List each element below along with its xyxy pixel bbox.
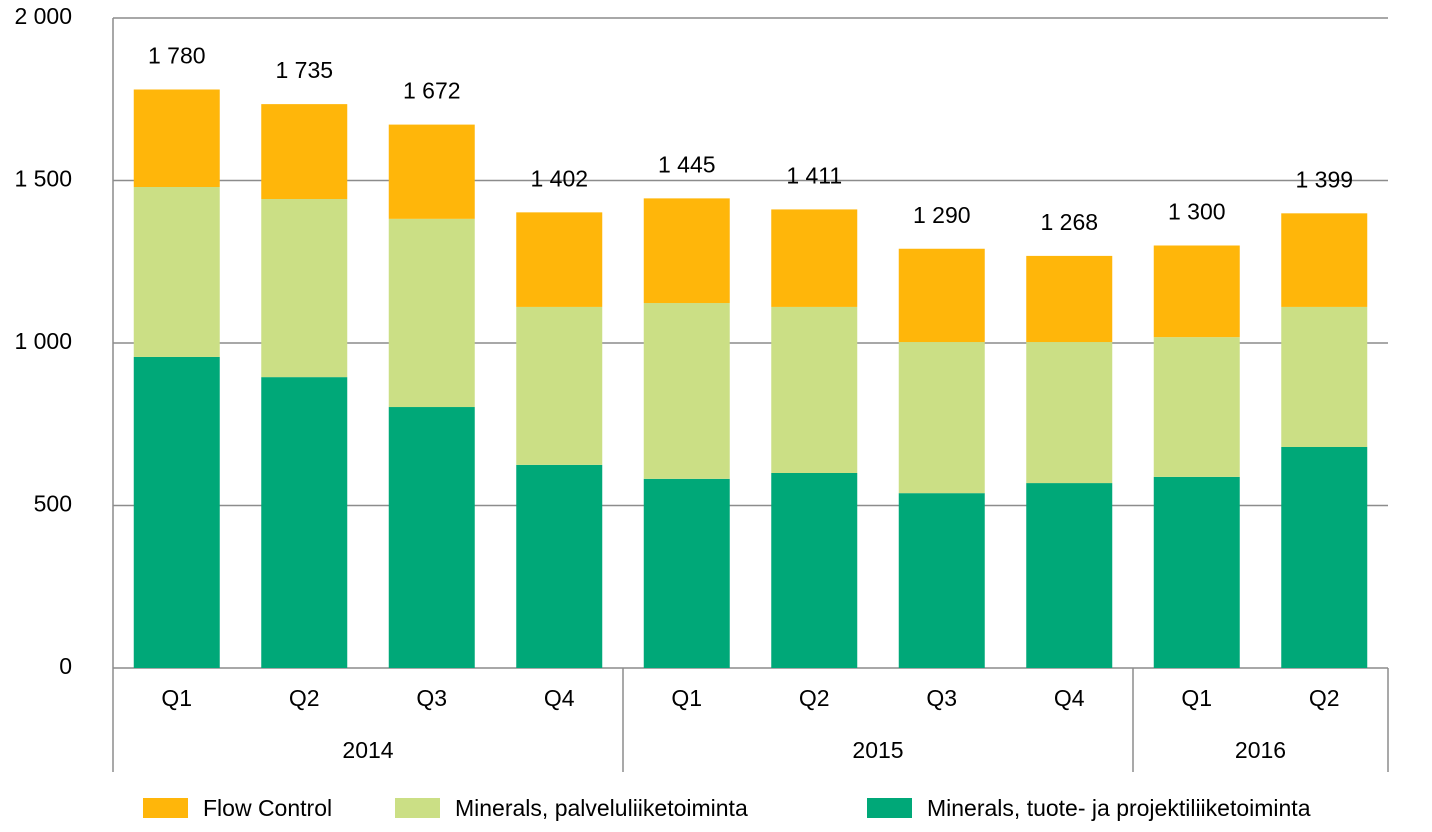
bar-segment — [1281, 213, 1368, 307]
bar-segment — [388, 124, 475, 219]
x-tick-label: Q4 — [1054, 685, 1085, 711]
total-label: 1 735 — [275, 57, 333, 83]
x-tick-label: Q3 — [926, 685, 957, 711]
bar-segment — [771, 306, 858, 473]
x-tick-label: Q1 — [671, 685, 702, 711]
legend-label: Flow Control — [203, 795, 332, 821]
bar-segment — [516, 212, 603, 307]
bar-segment — [1281, 306, 1368, 447]
y-tick-label: 1 000 — [14, 328, 72, 354]
total-label: 1 780 — [148, 43, 206, 69]
bar-segment — [1153, 476, 1240, 668]
bar-segment — [388, 407, 475, 668]
bar-segment — [516, 464, 603, 668]
x-tick-label: Q2 — [289, 685, 320, 711]
bar-segment — [1153, 337, 1240, 477]
legend-label: Minerals, palveluliiketoiminta — [455, 795, 748, 821]
bar-segment — [898, 342, 985, 494]
bar-segment — [643, 303, 730, 479]
bar-segment — [898, 493, 985, 668]
y-tick-label: 500 — [34, 491, 72, 517]
group-label: 2014 — [342, 737, 393, 763]
bar-segment — [1281, 447, 1368, 668]
x-tick-label: Q2 — [1309, 685, 1340, 711]
bar-segment — [1026, 255, 1113, 343]
legend-swatch — [143, 798, 188, 818]
total-label: 1 411 — [786, 163, 842, 189]
legend-label: Minerals, tuote- ja projektiliiketoimint… — [927, 795, 1311, 821]
bar-segment — [643, 198, 730, 304]
bar-segment — [1153, 245, 1240, 338]
group-label: 2015 — [852, 737, 903, 763]
total-label: 1 672 — [403, 78, 461, 104]
x-tick-label: Q1 — [1181, 685, 1212, 711]
bar-segment — [1026, 483, 1113, 668]
y-tick-label: 1 500 — [14, 166, 72, 192]
x-tick-label: Q3 — [416, 685, 447, 711]
y-tick-label: 2 000 — [14, 3, 72, 29]
total-label: 1 445 — [658, 151, 716, 177]
bar-segment — [133, 356, 220, 668]
bar-segment — [261, 377, 348, 668]
bar-segment — [133, 187, 220, 357]
bar-segment — [261, 104, 348, 200]
total-label: 1 268 — [1040, 209, 1098, 235]
bar-segment — [133, 89, 220, 187]
bar-segment — [516, 306, 603, 465]
group-label: 2016 — [1235, 737, 1286, 763]
y-tick-label: 0 — [59, 653, 72, 679]
bar-segment — [261, 199, 348, 378]
bar-segment — [1026, 342, 1113, 484]
total-label: 1 402 — [530, 165, 588, 191]
bar-segment — [388, 218, 475, 408]
bar-segment — [771, 473, 858, 668]
bar-segment — [898, 248, 985, 343]
bar-segment — [643, 478, 730, 668]
legend-swatch — [395, 798, 440, 818]
legend-swatch — [867, 798, 912, 818]
total-label: 1 399 — [1295, 166, 1353, 192]
x-tick-label: Q4 — [544, 685, 575, 711]
bar-segment — [771, 209, 858, 307]
total-label: 1 300 — [1168, 199, 1226, 225]
x-tick-label: Q1 — [161, 685, 192, 711]
x-tick-label: Q2 — [799, 685, 830, 711]
total-label: 1 290 — [913, 202, 971, 228]
